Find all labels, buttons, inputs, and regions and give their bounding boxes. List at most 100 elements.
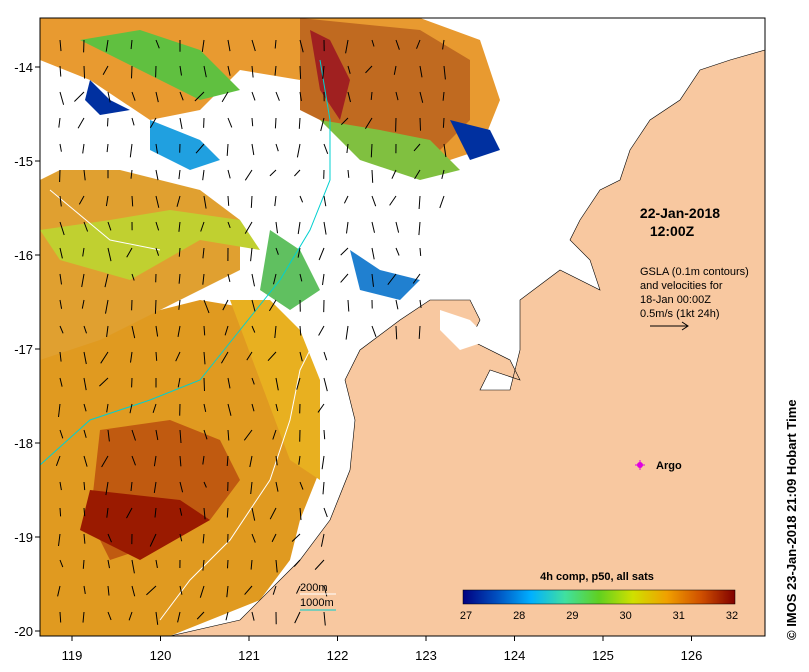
- velocity-arrow: [131, 65, 133, 79]
- velocity-arrow: [59, 299, 63, 309]
- velocity-arrow: [275, 481, 279, 492]
- velocity-arrow: [227, 117, 233, 128]
- velocity-arrow: [128, 611, 133, 621]
- velocity-arrow: [83, 221, 89, 232]
- velocity-arrow: [154, 507, 157, 518]
- velocity-arrow: [395, 299, 399, 310]
- velocity-arrow: [201, 39, 205, 52]
- velocity-arrow: [58, 117, 61, 128]
- velocity-arrow: [275, 377, 279, 391]
- velocity-arrow: [298, 455, 301, 465]
- velocity-arrow: [155, 247, 160, 256]
- velocity-arrow: [274, 117, 277, 129]
- velocity-arrow: [323, 221, 327, 235]
- velocity-arrow: [59, 195, 62, 207]
- velocity-arrow: [370, 91, 373, 100]
- velocity-arrow: [58, 533, 61, 547]
- velocity-arrow: [179, 117, 183, 130]
- velocity-arrow: [178, 273, 181, 284]
- velocity-arrow: [323, 507, 328, 518]
- colorbar-tick-label: 28: [513, 610, 525, 622]
- argo-label: Argo: [656, 460, 682, 472]
- velocity-arrow: [83, 169, 86, 181]
- velocity-arrow: [296, 377, 301, 390]
- velocity-arrow: [323, 429, 326, 440]
- velocity-arrow: [251, 507, 256, 521]
- velocity-arrow: [59, 559, 64, 568]
- velocity-arrow: [226, 455, 229, 467]
- velocity-arrow: [105, 39, 109, 52]
- velocity-arrow: [250, 559, 253, 570]
- velocity-arrow: [101, 455, 109, 468]
- colorbar-tick-label: 30: [619, 610, 631, 622]
- velocity-arrow: [203, 351, 206, 365]
- velocity-arrow: [371, 195, 377, 207]
- velocity-arrow: [318, 247, 325, 261]
- velocity-arrow: [203, 377, 205, 392]
- velocity-arrow: [58, 403, 61, 418]
- velocity-arrow: [131, 585, 136, 597]
- velocity-arrow: [323, 351, 328, 361]
- velocity-arrow: [296, 143, 301, 158]
- velocity-arrow: [59, 39, 62, 52]
- velocity-arrow: [299, 481, 304, 490]
- velocity-arrow: [418, 325, 421, 339]
- velocity-arrow: [177, 611, 181, 623]
- sst-field: [40, 18, 500, 636]
- colorbar-tick-label: 29: [566, 610, 578, 622]
- velocity-arrow: [107, 91, 111, 103]
- velocity-arrow: [178, 221, 181, 232]
- velocity-arrow: [153, 455, 157, 467]
- velocity-arrow: [343, 195, 349, 204]
- velocity-arrow: [275, 221, 278, 234]
- velocity-arrow: [275, 143, 279, 152]
- velocity-arrow: [203, 325, 206, 336]
- colorbar-title: 4h comp, p50, all sats: [540, 571, 654, 583]
- velocity-arrow: [250, 195, 253, 208]
- velocity-arrow: [131, 325, 136, 339]
- velocity-arrow: [82, 247, 85, 257]
- velocity-arrow: [202, 273, 205, 285]
- velocity-arrow: [59, 143, 62, 152]
- velocity-arrow: [177, 377, 181, 388]
- velocity-arrow: [83, 377, 87, 391]
- velocity-arrow: [275, 455, 278, 466]
- velocity-arrow: [131, 117, 135, 126]
- velocity-arrow: [196, 611, 205, 620]
- velocity-arrow: [178, 299, 181, 310]
- velocity-arrow: [203, 299, 210, 314]
- velocity-arrow: [107, 117, 109, 127]
- velocity-arrow: [251, 533, 256, 543]
- velocity-arrow: [243, 429, 253, 441]
- y-tick-label: -20: [14, 624, 33, 639]
- velocity-arrow: [418, 195, 421, 210]
- velocity-arrow: [274, 39, 277, 49]
- velocity-arrow: [227, 377, 231, 389]
- velocity-arrow: [83, 533, 86, 544]
- velocity-arrow: [371, 169, 374, 183]
- velocity-arrow: [442, 91, 445, 101]
- velocity-arrow: [299, 507, 302, 521]
- colorbar-tick-label: 31: [673, 610, 685, 622]
- velocity-arrow: [323, 377, 328, 392]
- info-line-3: 18-Jan 00:00Z: [640, 294, 711, 306]
- velocity-arrow: [82, 143, 85, 154]
- velocity-arrow: [131, 455, 136, 466]
- velocity-arrow: [251, 143, 255, 156]
- velocity-arrow: [226, 585, 229, 598]
- velocity-arrow: [418, 221, 421, 236]
- velocity-arrow: [227, 65, 231, 76]
- velocity-arrow: [130, 39, 133, 50]
- velocity-arrow: [203, 65, 207, 78]
- velocity-arrow: [131, 91, 136, 101]
- x-tick-label: 122: [327, 648, 349, 663]
- velocity-arrow: [395, 325, 398, 340]
- scale-arrow: [650, 321, 689, 331]
- velocity-arrow: [107, 221, 112, 231]
- velocity-arrow: [59, 325, 64, 334]
- velocity-arrow: [299, 195, 304, 203]
- velocity-arrow: [298, 117, 301, 129]
- colorbar-ticks: 27 28 29 30 31 32: [460, 610, 738, 622]
- isobath-1000m-label: 1000m: [300, 597, 334, 609]
- velocity-arrow: [323, 585, 328, 597]
